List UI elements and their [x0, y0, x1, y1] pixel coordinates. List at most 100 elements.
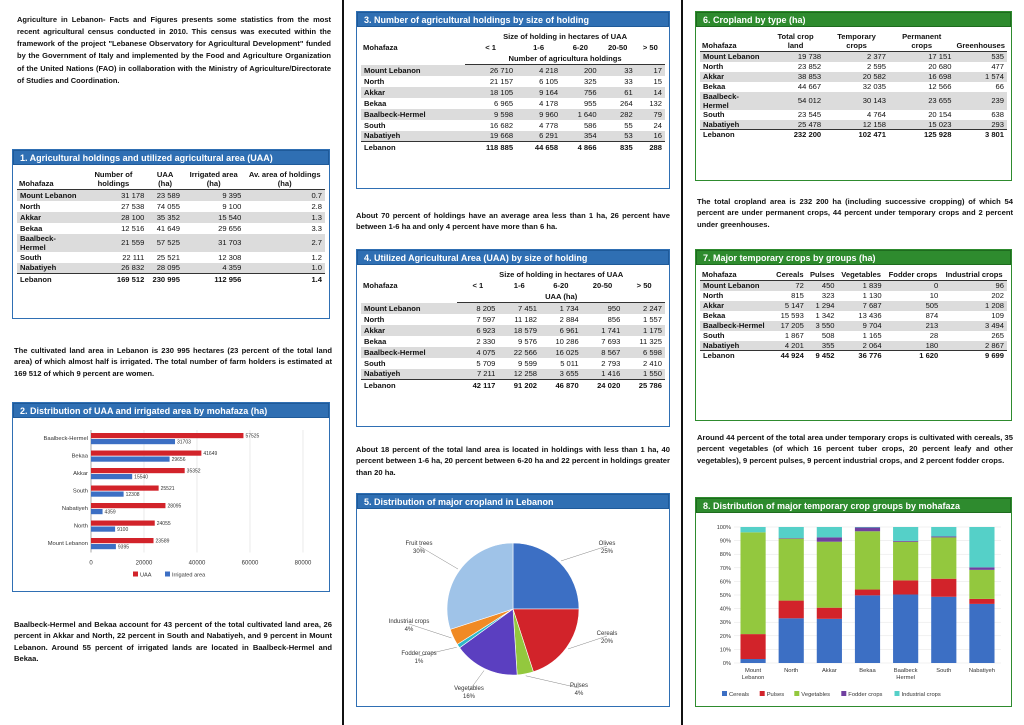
section-4-note: About 18 percent of the total land area …: [356, 445, 670, 477]
table-cell: 450: [806, 280, 838, 291]
table-cell: 213: [884, 320, 942, 331]
table-cell: 19 738: [766, 51, 825, 62]
stack-segment: [740, 532, 766, 635]
leader-line: [408, 623, 452, 639]
x-tick-label: 40000: [189, 561, 206, 567]
section-1-box: 1. Agricultural holdings and utilized ag…: [12, 149, 330, 319]
table-row: South 1 867 508 1 165 28 265: [700, 331, 1007, 341]
row-label: Nabatiyeh: [361, 130, 466, 142]
table-cell: 20 154: [928, 110, 952, 119]
section-4-title: 4. Utilized Agricultural Area (UAA) by s…: [357, 250, 669, 265]
stack-segment: [778, 600, 804, 619]
section-2-box: 2. Distribution of UAA and irrigated are…: [12, 402, 330, 592]
table-cell: 9 576: [518, 336, 538, 346]
table-cell: 28: [929, 331, 939, 340]
table-cell: 232 200: [766, 129, 825, 140]
leader-line: [525, 675, 580, 689]
data-label: 4359: [105, 510, 116, 516]
pie-slice: [512, 542, 580, 610]
table-cell: 874: [925, 311, 939, 320]
bar-uaa: [91, 538, 154, 544]
table-cell: 12 308: [218, 252, 242, 262]
table-cell: 9 100: [222, 201, 242, 211]
stack-segment: [969, 567, 995, 570]
table-row: Baalbeck-Hermel 9 598 9 960 1 640 282 79: [361, 108, 665, 120]
column-header: Mohafaza: [363, 43, 398, 53]
table-cell: 1 130: [862, 291, 882, 300]
table-row: Mount Lebanon 26 710 4 218 200 33 17: [361, 64, 665, 76]
table-cell: 239: [954, 91, 1007, 110]
table-cell: 264: [620, 98, 633, 108]
table-cell: 53: [599, 130, 636, 142]
row-label: South: [703, 331, 725, 340]
data-label: 15540: [134, 475, 148, 481]
table-cell: 180: [884, 340, 942, 351]
table-cell: 26 710: [465, 64, 517, 76]
row-label: Lebanon: [700, 129, 767, 140]
section-3-box: 3. Number of agricultural holdings by si…: [356, 11, 670, 189]
column-divider-right: [681, 0, 683, 725]
group-header: Size of holding in hectares of UAA: [499, 270, 624, 279]
table-row: North 23 852 2 595 20 680 477: [700, 62, 1007, 72]
slice-label: Pulses 4%: [570, 683, 588, 697]
row-label: Akkar: [361, 324, 458, 336]
stack-segment: [969, 598, 995, 604]
stack-segment: [740, 634, 766, 660]
holdings-table: Mohafaza Number of holdings UAA (ha) Irriga…: [17, 169, 325, 285]
stack-segment: [893, 580, 919, 595]
column-header: 6-20: [572, 43, 588, 52]
table-cell: 1 175: [623, 324, 665, 336]
section-3-note: About 70 percent of holdings have an ave…: [356, 211, 670, 232]
table-row: Nabatiyeh 25 478 12 158 15 023 293: [700, 119, 1007, 130]
stack-segment: [854, 589, 881, 596]
table-cell: 54 012: [766, 91, 825, 110]
table-cell: 477: [991, 62, 1004, 71]
table-cell: 31 703: [182, 233, 245, 252]
category-label: South: [936, 668, 951, 674]
table-cell: 24: [653, 120, 662, 130]
table-cell: 7 451: [498, 302, 541, 314]
slice-label: Vegetables 16%: [454, 686, 484, 700]
table-row: Bekaa 44 667 32 035 12 566 66: [700, 82, 1007, 92]
table-cell: 0.7: [244, 189, 325, 201]
table-row: North 7 597 11 182 2 884 856 1 557: [361, 314, 665, 325]
table-cell: 265: [991, 331, 1004, 340]
table-cell: 20 582: [824, 71, 889, 82]
table-row: Baalbeck-Hermel 21 559 57 525 31 703 2.7: [17, 233, 325, 252]
column-header: > 50: [636, 281, 652, 290]
section-7-box: 7. Major temporary crops by groups (ha) …: [695, 249, 1012, 421]
table-cell: 9 452: [806, 350, 838, 361]
legend-label: Industrial crops: [902, 692, 941, 698]
data-label: 29656: [172, 457, 186, 463]
table-cell: 32 035: [862, 82, 886, 91]
data-label: 28095: [167, 504, 181, 510]
table-row: Nabatiyeh 19 668 6 291 354 53 16: [361, 130, 665, 142]
bar-uaa: [91, 485, 159, 491]
table-cell: 74 055: [156, 201, 180, 211]
stack-segment: [893, 594, 919, 663]
table-row: Lebanon 232 200 102 471 125 928 3 801: [700, 129, 1007, 140]
column-header: < 1: [472, 281, 484, 290]
table-cell: 35 352: [147, 211, 183, 223]
table-cell: 36 776: [837, 350, 885, 361]
row-label: Bekaa: [703, 311, 726, 320]
row-label: Akkar: [361, 86, 466, 98]
table-cell: 1 839: [837, 280, 885, 291]
stack-segment: [740, 659, 766, 663]
table-cell: 112 956: [182, 273, 245, 285]
uaa-by-size-table: Mohafaza Size of holding in hectares of U…: [361, 269, 665, 391]
table-cell: 8 205: [457, 302, 499, 314]
table-cell: 1 620: [884, 350, 942, 361]
table-cell: 25 786: [623, 379, 665, 391]
section-8-title: 8. Distribution of major temporary crop …: [696, 498, 1011, 513]
table-cell: 1 741: [581, 324, 624, 336]
section-1-note: The cultivated land area in Lebanon is 2…: [14, 346, 332, 378]
table-cell: 2 377: [824, 51, 889, 62]
stack-segment: [778, 527, 804, 539]
table-cell: 4 764: [866, 110, 886, 119]
table-cell: 586: [583, 120, 597, 130]
table-row: Lebanon 42 117 91 202 46 870 24 020 25 786: [361, 379, 665, 391]
table-cell: 4 778: [539, 120, 559, 130]
y-tick-label: 60%: [720, 579, 731, 585]
table-cell: 1 550: [623, 368, 665, 380]
